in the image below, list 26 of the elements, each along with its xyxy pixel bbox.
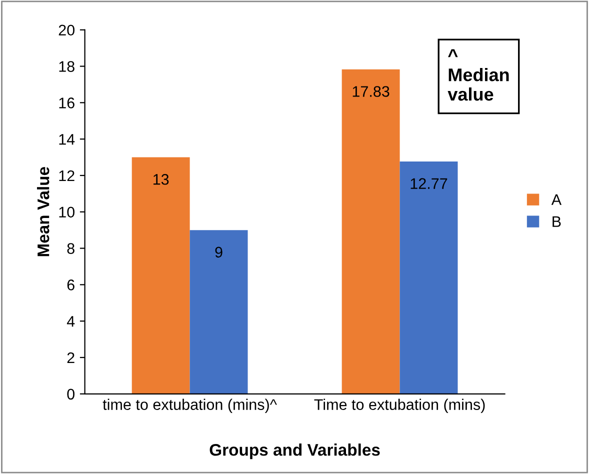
annotation: ^ Median value — [448, 49, 509, 101]
bar — [132, 157, 190, 394]
bar — [342, 69, 400, 394]
x-tick-label: Time to extubation (mins) — [314, 398, 485, 413]
y-tick-label: 20 — [58, 24, 74, 36]
data-label: 13 — [153, 174, 169, 185]
y-tick-label: 10 — [59, 206, 74, 218]
data-label: 12.77 — [410, 178, 448, 189]
y-tick-label: 2 — [67, 352, 74, 364]
y-tick-label: 12 — [59, 170, 74, 182]
y-tick-label: 4 — [66, 316, 75, 327]
y-tick-label: 14 — [59, 134, 75, 145]
y-tick-label: 8 — [67, 243, 74, 254]
x-axis-title: Groups and Variables — [210, 444, 380, 460]
bar — [190, 230, 248, 394]
legend-label: B — [552, 216, 561, 227]
y-tick-label: 16 — [59, 98, 74, 108]
data-label: 17.83 — [352, 86, 390, 97]
x-tick-label: time to extubation (mins)^ — [102, 398, 277, 413]
y-tick-label: 0 — [67, 388, 74, 400]
y-tick-label: 6 — [67, 280, 74, 290]
y-axis-title: Mean Value — [37, 167, 50, 256]
legend-label: A — [551, 194, 562, 205]
data-label: 9 — [215, 246, 222, 258]
y-tick-label: 18 — [59, 61, 74, 72]
bar — [400, 161, 458, 394]
